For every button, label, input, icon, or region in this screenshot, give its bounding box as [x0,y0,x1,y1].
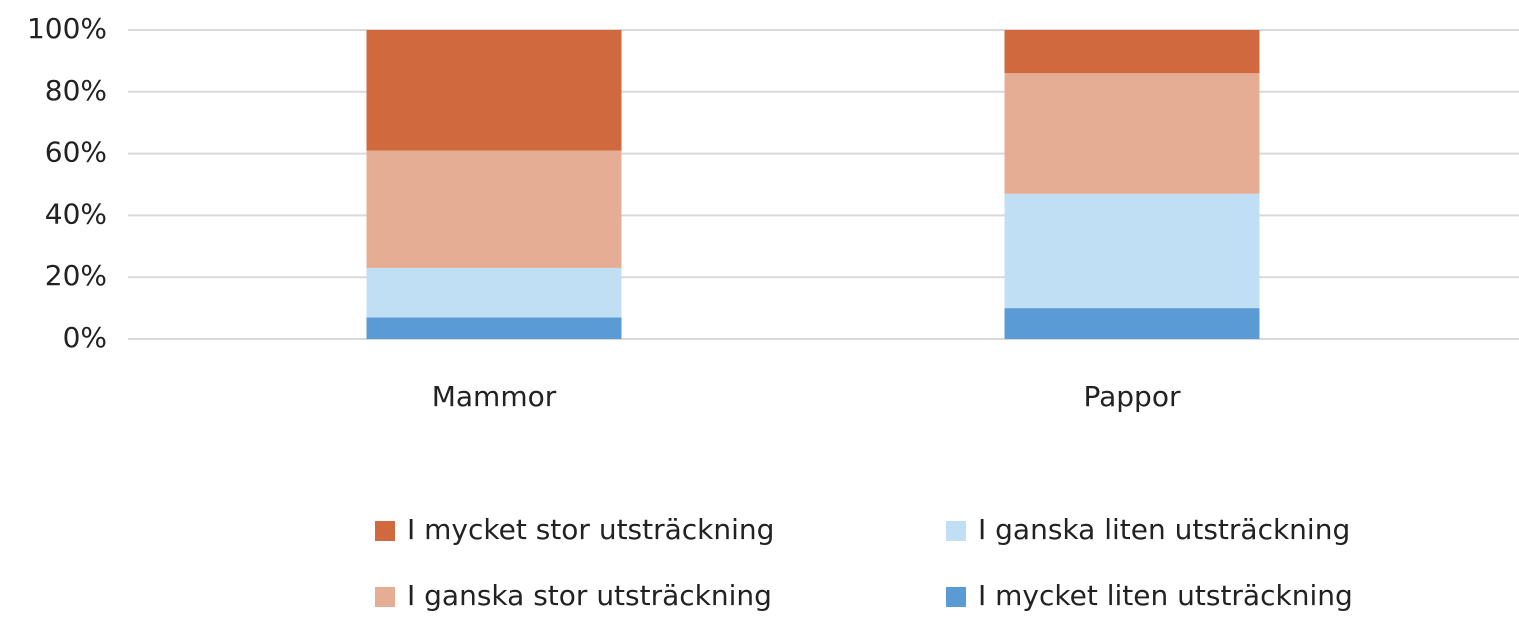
y-tick-label: 20% [45,259,107,292]
y-tick-label: 0% [63,321,107,354]
legend-swatch [375,521,395,541]
bar-segment [366,267,622,318]
bar-segment [366,30,622,151]
legend-swatch [946,587,966,607]
legend-label: I ganska liten utsträckning [978,513,1350,546]
bar-segment [1004,30,1260,74]
legend-label: I ganska stor utsträckning [407,579,772,612]
y-tick-label: 40% [45,197,107,230]
legend-swatch [946,521,966,541]
y-tick-label: 80% [45,74,107,107]
bar-segment [1004,73,1260,194]
x-tick-label: Mammor [432,380,557,413]
bar-segment [366,317,622,339]
legend-label: I mycket liten utsträckning [978,579,1353,612]
bar-segment [366,150,622,268]
bar-segment [1004,308,1260,339]
x-tick-label: Pappor [1084,380,1181,413]
legend-swatch [375,587,395,607]
y-tick-label: 100% [27,12,107,45]
legend-label: I mycket stor utsträckning [407,513,774,546]
bar-segment [1004,193,1260,309]
y-tick-label: 60% [45,136,107,169]
